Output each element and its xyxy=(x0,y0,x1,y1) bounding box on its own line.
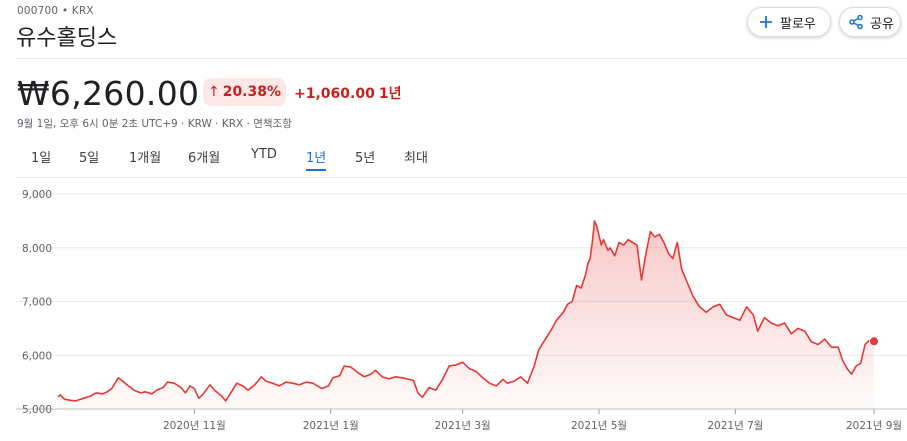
x-tick-label: 2021년 1월 xyxy=(303,420,359,432)
arrow-up-icon: ↑ xyxy=(207,84,220,100)
percent-change: 20.38% xyxy=(222,84,282,100)
tab-1m[interactable]: 1개월 xyxy=(129,151,162,166)
absolute-change-value: +1,060.00 xyxy=(294,86,375,102)
share-icon xyxy=(847,13,865,31)
y-tick-label: 8,000 xyxy=(22,243,52,255)
change-period: 1년 xyxy=(378,86,402,102)
price-area-fill xyxy=(58,220,874,409)
tab-1d[interactable]: 1일 xyxy=(31,151,52,166)
ticker-symbol: 000700 • KRX xyxy=(17,5,94,17)
x-tick-label: 2021년 5월 xyxy=(571,420,627,432)
follow-button[interactable]: 팔로우 xyxy=(747,7,831,37)
tab-max[interactable]: 최대 xyxy=(404,151,428,166)
y-tick-label: 7,000 xyxy=(22,297,52,309)
x-tick-label: 2020년 11월 xyxy=(163,420,226,432)
absolute-change: +1,060.00 1년 xyxy=(294,83,401,103)
price-chart[interactable]: 5,000 6,000 7,000 8,000 9,000 2020년 11월 2021년 … xyxy=(0,180,907,441)
y-tick-label: 5,000 xyxy=(22,404,52,416)
tab-6m[interactable]: 6개월 xyxy=(188,151,221,166)
current-price: ₩6,260.00 xyxy=(17,74,200,113)
tabs-divider xyxy=(16,177,907,178)
x-tick-label: 2021년 7월 xyxy=(707,420,763,432)
y-tick-label: 9,000 xyxy=(22,189,52,201)
tab-5y[interactable]: 5년 xyxy=(355,151,376,166)
share-label: 공유 xyxy=(870,16,894,32)
header-divider xyxy=(16,58,907,59)
tab-ytd[interactable]: YTD xyxy=(251,147,277,162)
percent-change-badge: ↑ 20.38% xyxy=(203,78,286,106)
y-tick-label: 6,000 xyxy=(22,350,52,362)
follow-label: 팔로우 xyxy=(780,16,816,32)
plus-icon xyxy=(757,13,775,31)
last-price-dot xyxy=(869,336,879,347)
x-tick-label: 2021년 9월 xyxy=(846,420,902,432)
x-tick-label: 2021년 3월 xyxy=(435,420,491,432)
company-name: 유수홀딩스 xyxy=(16,26,118,51)
price-series-line xyxy=(57,220,875,402)
share-button[interactable]: 공유 xyxy=(839,7,901,37)
quote-meta: 9월 1일, 오후 6시 0분 2초 UTC+9 · KRW · KRX · 면… xyxy=(17,118,292,130)
tab-1y[interactable]: 1년 xyxy=(306,147,327,171)
tab-5d[interactable]: 5일 xyxy=(79,151,100,166)
